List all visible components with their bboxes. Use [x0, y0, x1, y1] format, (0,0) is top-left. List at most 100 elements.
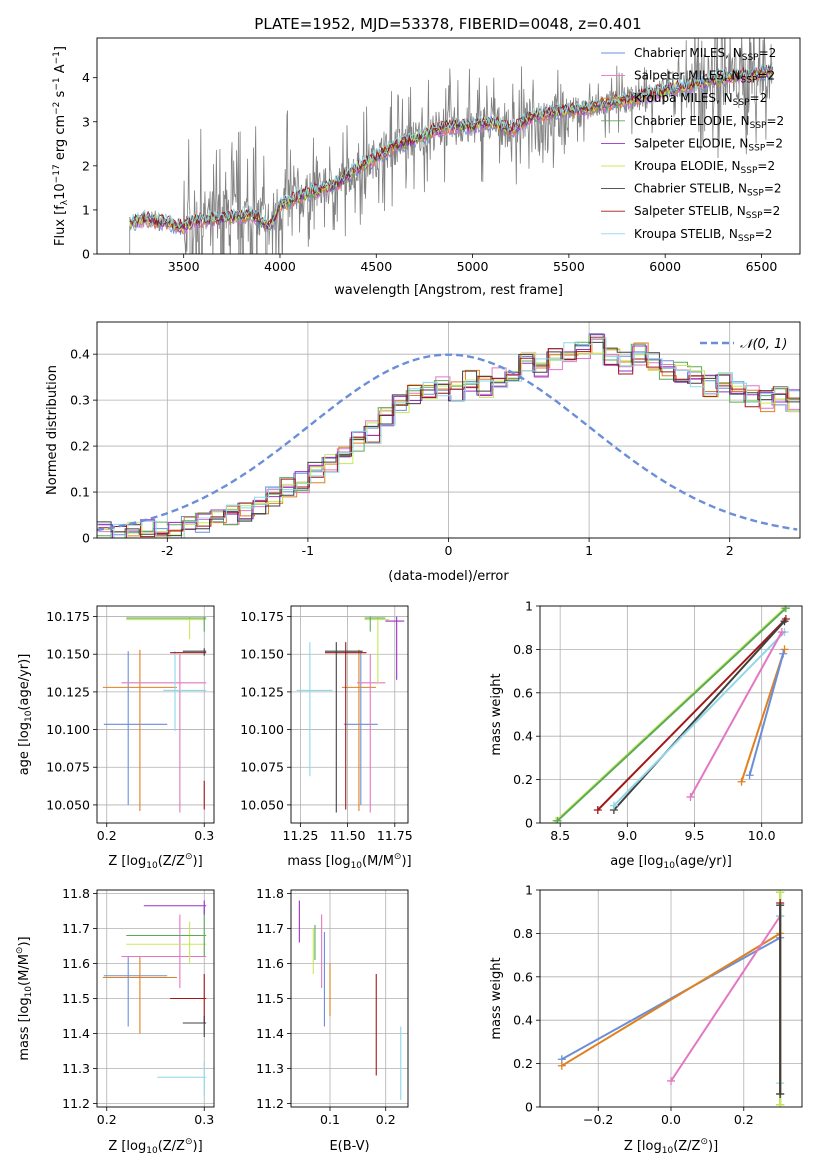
legend-suffix: =2 [766, 114, 784, 128]
axes-frame [290, 605, 409, 824]
panel-age-vs-mass: 11.25 11.50 11.75 10.050 10.075 10.100 10.125 1… [240, 605, 413, 871]
label-part: 10 [146, 1146, 158, 1156]
data-point [121, 654, 207, 813]
y-tick-label: 3 [82, 114, 90, 129]
plot-area-age-vs-mass [291, 606, 408, 823]
weight-line [748, 653, 785, 776]
y-tick-label: 10.050 [46, 797, 90, 812]
data-point [157, 1061, 207, 1097]
legend-sub: SSP [733, 98, 750, 108]
data-point [324, 642, 363, 813]
legend-entry: Chabrier STELIB, NSSP=2 [634, 182, 782, 199]
data-point [364, 616, 386, 632]
y-tick-label: 0.6 [513, 969, 533, 984]
y-tick-label: 0.8 [513, 926, 533, 941]
weight-line [561, 932, 781, 1067]
legend-text: Salpeter ELODIE, N [634, 136, 748, 150]
weight-marker [779, 649, 788, 658]
x-axis-label: age [log10(age/yr)] [610, 854, 732, 871]
y-tick-label: 1 [525, 599, 533, 614]
label-part: (Z/Z [673, 1139, 700, 1154]
data-point [385, 616, 405, 680]
y-tick-label: 11.5 [256, 991, 284, 1006]
weight-marker [553, 816, 562, 823]
label-part: A [53, 64, 68, 77]
plot-area-mass-vs-ebv [291, 890, 408, 1107]
label-part: λ [60, 199, 70, 205]
x-tick-label: -2 [161, 543, 173, 558]
legend-sub: SSP [748, 143, 765, 153]
x-tick-label: 3500 [168, 259, 200, 274]
x-tick-label: 5500 [553, 259, 585, 274]
x-tick-label: −0.2 [583, 1112, 613, 1127]
panel-spectrum: 3500 4000 4500 5000 5500 6000 6500 0 1 2 3 4 Chabrie… [52, 37, 801, 298]
normal-curve [97, 353, 798, 532]
panel-weight-vs-age: 8.5 9.0 9.5 10.0 0 0.2 0.4 0.6 0.8 1 age [log10(ag… [489, 599, 803, 871]
weight-line [670, 915, 782, 1082]
legend-entry: Kroupa MILES, NSSP=2 [634, 91, 767, 108]
y-tick-label: 0.2 [513, 1056, 533, 1071]
label-part: −1 [52, 51, 62, 64]
legend-entry: Chabrier MILES, NSSP=2 [634, 46, 776, 63]
legend-sub: SSP [746, 211, 763, 221]
y-axis-label: mass weight [489, 957, 504, 1039]
data-point [126, 616, 207, 632]
data-point [170, 652, 207, 810]
label-part: 10 [663, 861, 675, 871]
label-part: ⊙ [700, 1137, 708, 1147]
data-point [126, 616, 207, 640]
label-part: )] [708, 1139, 718, 1154]
y-tick-label: 0.4 [513, 729, 533, 744]
x-axis-label: Z [log10(Z/Z⊙)] [108, 1137, 202, 1156]
weight-marker [557, 1061, 566, 1070]
y-tick-label: 0.4 [70, 347, 90, 362]
y-tick-label: 11.6 [256, 956, 284, 971]
y-tick-label: 0.2 [513, 772, 533, 787]
y-axis-label: mass [log10(M/M⊙)] [15, 936, 34, 1060]
y-tick-label: 1 [525, 883, 533, 898]
legend-suffix: =2 [763, 204, 781, 218]
data-point [103, 956, 168, 1027]
y-tick-label: 11.3 [62, 1061, 90, 1076]
histogram-series [98, 333, 800, 538]
y-tick-label: 11.3 [256, 1061, 284, 1076]
axes-frame [96, 37, 801, 255]
x-tick-label: 5000 [457, 259, 489, 274]
weight-marker [780, 617, 789, 626]
legend-sub: SSP [741, 76, 758, 86]
y-tick-label: 11.2 [62, 1096, 90, 1111]
y-tick-label: 10.175 [240, 609, 284, 624]
axes-frame [96, 605, 215, 824]
plot-area-weight-vs-age [540, 606, 802, 823]
x-tick-label: 11.25 [283, 828, 319, 843]
data-point [126, 921, 207, 964]
label-part: (age/yr)] [17, 654, 32, 711]
y-tick-label: 11.8 [256, 886, 284, 901]
data-point [103, 651, 168, 805]
x-tick-label: 0.2 [97, 828, 117, 843]
y-tick-label: 10.125 [46, 684, 90, 699]
label-part: Z [log [108, 1139, 146, 1154]
histogram-series [99, 337, 800, 538]
y-tick-label: 10.150 [240, 647, 284, 662]
label-part: 10 [351, 861, 363, 871]
data-point [364, 616, 390, 685]
y-tick-label: 10.075 [240, 760, 284, 775]
x-tick-label: 4000 [264, 259, 296, 274]
weight-series [776, 901, 785, 1098]
label-part: )] [17, 936, 32, 946]
label-part: )] [401, 854, 411, 869]
x-tick-label: 1 [585, 543, 593, 558]
data-point [182, 1016, 207, 1037]
weight-marker [776, 901, 785, 910]
legend-suffix: =2 [750, 91, 768, 105]
x-axis-label: Z [log10(Z/Z⊙)] [624, 1137, 718, 1156]
axes-frame [96, 889, 215, 1108]
legend-text: Kroupa MILES, N [634, 91, 733, 105]
y-axis-label: Flux [fλ10−17 erg cm−2 s−1 A−1] [52, 46, 70, 246]
legend-sub: SSP [747, 189, 764, 199]
histogram-series [99, 337, 800, 538]
x-tick-label: 10.0 [748, 828, 776, 843]
panel-age-vs-Z: 0.2 0.3 10.050 10.075 10.100 10.125 10.150 10.1… [17, 605, 215, 871]
